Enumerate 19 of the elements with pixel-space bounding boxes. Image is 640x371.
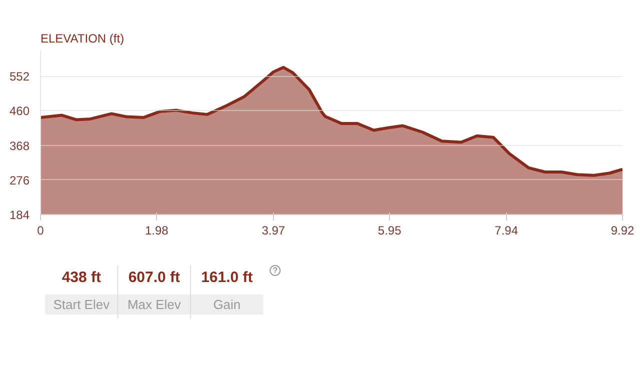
x-tick-label: 5.95 (378, 224, 402, 238)
text: 438 ft (62, 269, 102, 286)
text: ? (272, 266, 278, 275)
text: Gain (213, 297, 241, 312)
y-tick-label: 552 (9, 70, 30, 84)
chart-title: ELEVATION (ft) (40, 32, 124, 46)
text: Max Elev (127, 297, 182, 312)
x-tick-label: 9.92 (610, 224, 635, 238)
text: 161.0 ft (201, 269, 253, 286)
text: Start Elev (53, 297, 110, 312)
y-tick-label: 460 (9, 104, 30, 118)
x-tick-label: 3.97 (262, 224, 286, 238)
y-tick-label: 184 (9, 208, 30, 222)
x-tick-label: 1.98 (144, 224, 169, 238)
x-tick-label: 0 (37, 224, 44, 238)
y-tick-label: 276 (9, 173, 30, 188)
text: 607.0 ft (128, 269, 180, 286)
x-tick-label: 7.94 (494, 224, 518, 238)
y-tick-label: 368 (9, 138, 30, 153)
